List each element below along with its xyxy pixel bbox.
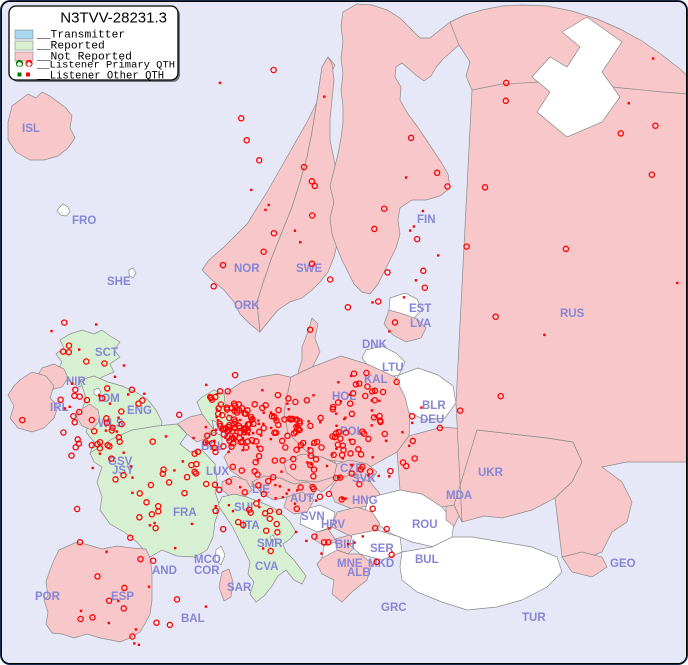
svg-text:SCT: SCT <box>95 347 118 359</box>
svg-text:ITA: ITA <box>242 520 260 532</box>
svg-text:AUT: AUT <box>290 493 314 505</box>
svg-text:__Listener Other QTH: __Listener Other QTH <box>36 71 164 83</box>
svg-text:COR: COR <box>194 565 220 577</box>
svg-text:LUX: LUX <box>206 466 229 478</box>
svg-text:EST: EST <box>409 303 431 315</box>
svg-text:FIN: FIN <box>417 214 436 226</box>
svg-text:DNK: DNK <box>362 339 388 351</box>
svg-text:FRA: FRA <box>173 507 197 519</box>
svg-text:GRC: GRC <box>381 602 407 614</box>
svg-text:HNG: HNG <box>352 495 378 507</box>
svg-text:SVK: SVK <box>352 473 376 485</box>
svg-text:ISL: ISL <box>22 123 40 135</box>
svg-text:N3TVV-28231.3: N3TVV-28231.3 <box>60 10 167 27</box>
svg-text:LTU: LTU <box>382 362 404 374</box>
svg-text:ENG: ENG <box>127 405 152 417</box>
svg-text:SAR: SAR <box>227 582 252 594</box>
svg-text:RUS: RUS <box>560 308 585 320</box>
svg-text:SER: SER <box>370 543 394 555</box>
svg-text:HRV: HRV <box>321 519 345 531</box>
svg-text:BLR: BLR <box>422 400 446 412</box>
svg-text:DEU: DEU <box>420 414 444 426</box>
svg-text:MDA: MDA <box>446 490 472 502</box>
svg-text:FRO: FRO <box>72 215 96 227</box>
svg-text:SHE: SHE <box>107 276 131 288</box>
svg-text:ROU: ROU <box>412 519 438 531</box>
svg-text:CVA: CVA <box>255 561 278 573</box>
svg-text:ESP: ESP <box>111 591 134 603</box>
svg-text:POR: POR <box>35 591 61 603</box>
svg-text:MKD: MKD <box>368 558 394 570</box>
svg-text:NOR: NOR <box>234 263 260 275</box>
svg-text:BUL: BUL <box>415 554 439 566</box>
svg-text:LVA: LVA <box>410 318 431 330</box>
svg-text:NIR: NIR <box>66 376 87 388</box>
svg-text:TUR: TUR <box>522 612 546 624</box>
svg-text:BIH: BIH <box>335 539 355 551</box>
svg-text:ORK: ORK <box>234 300 260 312</box>
svg-text:UKR: UKR <box>478 467 504 479</box>
svg-text:GEO: GEO <box>610 558 636 570</box>
svg-text:AND: AND <box>152 565 177 577</box>
svg-text:BAL: BAL <box>181 613 205 625</box>
